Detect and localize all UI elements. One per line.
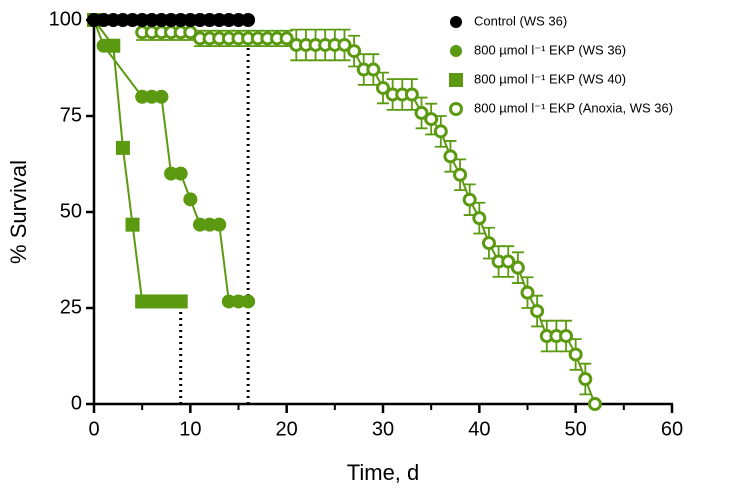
data-point (241, 294, 256, 309)
data-point (347, 44, 362, 59)
legend-marker (450, 45, 462, 57)
data-point (106, 38, 121, 53)
x-tick-label: 30 (372, 418, 394, 440)
data-point (520, 285, 535, 300)
series-line (93, 19, 181, 303)
data-point (221, 294, 236, 309)
data-point (96, 38, 111, 53)
data-point (231, 13, 246, 27)
data-point (173, 166, 188, 181)
data-point (568, 347, 583, 362)
data-point (154, 89, 169, 104)
data-point (164, 166, 179, 181)
data-point (125, 217, 140, 232)
x-tick-label: 10 (179, 418, 201, 440)
data-point (202, 13, 217, 27)
y-axis-label: % Survival (6, 160, 31, 264)
data-point (453, 167, 468, 182)
data-point (173, 294, 188, 309)
data-point (202, 217, 217, 232)
data-point (212, 13, 227, 27)
y-tick-label: 100 (49, 8, 82, 30)
data-point (578, 372, 593, 387)
data-point (501, 254, 516, 269)
data-point (279, 31, 294, 46)
legend-label: Control (WS 36) (474, 13, 567, 28)
data-point (221, 13, 236, 27)
series-line (93, 19, 249, 303)
x-tick-label: 20 (276, 418, 298, 440)
data-point (183, 192, 198, 207)
data-point (135, 89, 150, 104)
x-tick-label: 40 (468, 418, 490, 440)
data-point (424, 112, 439, 127)
data-point (510, 260, 525, 275)
legend-marker (449, 102, 463, 116)
data-point (183, 13, 198, 27)
legend-label: 800 µmol l⁻¹ EKP (WS 36) (474, 42, 626, 57)
data-point (530, 304, 545, 319)
data-point (154, 13, 169, 27)
data-point (414, 105, 429, 120)
data-point (587, 397, 602, 411)
data-point (472, 211, 487, 226)
data-point (433, 124, 448, 139)
data-point (192, 217, 207, 232)
data-point (241, 13, 256, 27)
data-point (337, 37, 352, 52)
data-point (192, 13, 207, 27)
data-point (144, 13, 159, 27)
data-point (96, 13, 111, 27)
data-point (173, 13, 188, 27)
data-point (366, 62, 381, 77)
data-point (125, 13, 140, 27)
data-point (135, 13, 150, 27)
data-point (559, 329, 574, 344)
legend-marker (449, 73, 463, 87)
data-point (376, 80, 390, 95)
data-point (212, 217, 227, 232)
y-tick-label: 25 (60, 296, 82, 318)
legend-marker (450, 16, 462, 28)
y-tick-label: 0 (71, 392, 82, 414)
y-tick-label: 50 (60, 200, 82, 222)
x-tick-label: 60 (661, 418, 683, 440)
data-point (144, 89, 159, 104)
legend-label: 800 µmol l⁻¹ EKP (WS 40) (474, 71, 626, 86)
data-point (462, 192, 477, 207)
y-tick-label: 75 (60, 104, 82, 126)
data-point (164, 13, 179, 27)
data-point (443, 149, 458, 164)
data-point (87, 13, 101, 27)
data-point (115, 13, 130, 27)
x-tick-label: 50 (565, 418, 587, 440)
x-tick-label: 0 (88, 418, 99, 440)
data-point (231, 294, 246, 309)
data-point (115, 140, 130, 155)
data-point (404, 87, 419, 102)
legend-label: 800 µmol l⁻¹ EKP (Anoxia, WS 36) (474, 100, 673, 115)
x-axis-label: Time, d (347, 460, 420, 485)
data-point (481, 236, 496, 251)
data-point (106, 13, 121, 27)
